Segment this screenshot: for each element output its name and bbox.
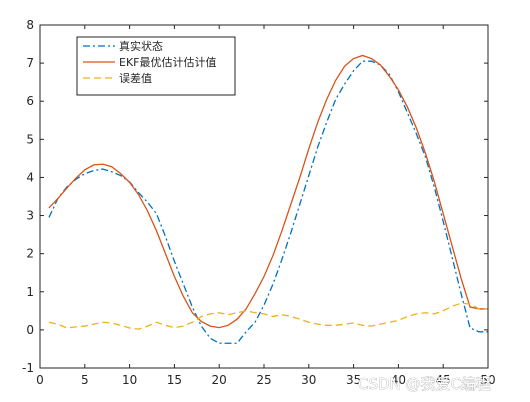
y-tick-label: 2 [26,247,34,261]
watermark: CSDN @我爱C编程 [358,375,491,393]
x-tick-label: 25 [256,373,271,387]
x-tick-label: 50 [480,373,495,387]
x-tick-label: 15 [167,373,182,387]
legend-box [76,36,236,96]
legend-label: EKF最优估计估计值 [119,56,217,69]
y-tick-label: 1 [26,285,34,299]
x-tick-label: 0 [36,373,44,387]
series-line-3 [48,302,488,330]
legend-label: 真实状态 [119,39,163,53]
x-tick-label: 5 [81,373,89,387]
y-tick-label: 5 [26,132,34,146]
x-tick-label: 30 [301,373,316,387]
y-tick-label: 8 [26,18,34,32]
series-layer [48,54,488,344]
x-tick-label: 40 [391,373,406,387]
series-line-2 [48,54,488,329]
y-tick-label: 0 [26,323,34,337]
series-line-1 [48,60,488,344]
y-tick-label: 3 [26,209,34,223]
y-tick-label: 6 [26,94,34,108]
legend-label: 误差值 [119,71,152,85]
y-tick-label: 4 [26,170,34,184]
x-tick-label: 10 [122,373,137,387]
y-tick-label: -1 [22,361,34,375]
x-tick-label: 45 [436,373,451,387]
y-tick-label: 7 [26,56,34,70]
x-tick-label: 20 [212,373,227,387]
x-tick-label: 35 [346,373,361,387]
